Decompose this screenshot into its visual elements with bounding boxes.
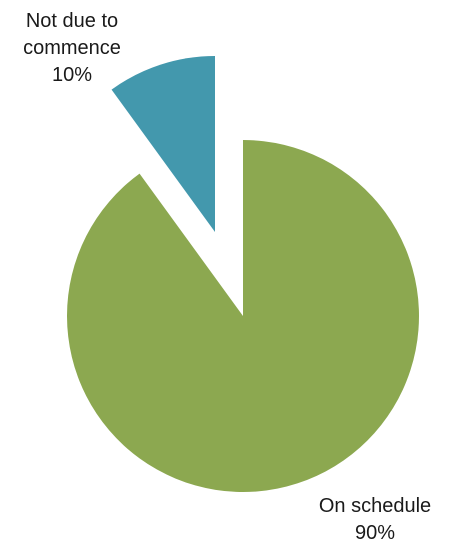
slice-label-0: On schedule 90%	[319, 495, 431, 544]
slice-label-1: Not due to commence 10%	[23, 10, 121, 86]
slice-label-line: On schedule	[319, 495, 431, 517]
slice-label-line: 10%	[52, 64, 92, 86]
slice-label-line: commence	[23, 37, 121, 59]
labels-layer: On schedule 90% Not due to commence 10%	[23, 10, 431, 544]
pie-slice-1	[111, 56, 215, 232]
slice-label-line: Not due to	[26, 10, 118, 32]
slices-layer	[66, 56, 419, 492]
slice-label-line: 90%	[355, 522, 395, 544]
pie-slice-0	[66, 140, 419, 492]
